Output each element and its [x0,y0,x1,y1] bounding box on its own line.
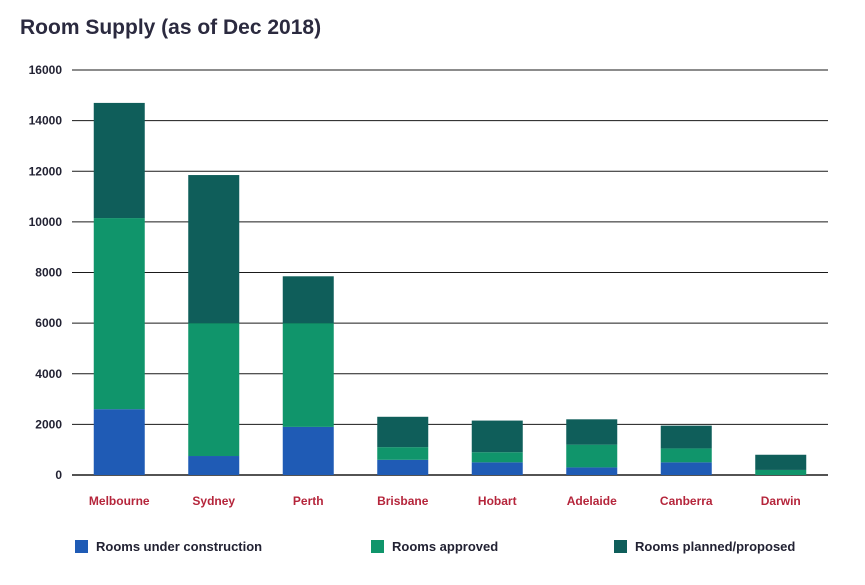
bar-segment [660,425,712,449]
legend-swatch [75,540,88,553]
bar-segment [566,444,618,468]
bar-segment [755,469,807,475]
y-tick-label: 10000 [29,215,63,229]
y-tick-label: 14000 [29,114,63,128]
y-tick-label: 16000 [29,63,63,77]
bar-segment [566,467,618,475]
y-tick-label: 8000 [35,266,62,280]
legend-swatch [614,540,627,553]
bar-segment [566,419,618,445]
y-axis-ticks: 0 2000 4000 6000 8000 10000 12000 14000 16000 [29,63,63,482]
y-tick-label: 6000 [35,316,62,330]
x-category-label: Hobart [478,494,517,508]
x-category-label: Adelaide [567,494,617,508]
bar-segment [188,175,240,324]
legend: Rooms under construction Rooms approved Ro… [75,539,795,554]
legend-swatch [371,540,384,553]
x-axis-categories: Melbourne Sydney Perth Brisbane Hobart Adelai… [89,494,801,508]
bar-segment [93,102,145,219]
bar-segment [660,462,712,475]
x-category-label: Sydney [192,494,235,508]
bar-segment [282,426,334,475]
bar-segment [377,416,429,448]
x-category-label: Canberra [660,494,713,508]
bar-segment [188,323,240,457]
legend-label: Rooms under construction [96,539,262,554]
bar-segment [282,276,334,324]
bar-segment [755,454,807,470]
y-tick-label: 2000 [35,417,62,431]
x-category-label: Perth [293,494,324,508]
x-category-label: Brisbane [377,494,429,508]
bar-segment [282,323,334,427]
bar-segment [471,462,523,475]
y-tick-label: 12000 [29,164,63,178]
bar-segment [471,420,523,453]
bars [93,102,807,475]
x-category-label: Melbourne [89,494,150,508]
bar-segment [660,448,712,463]
bar-segment [377,459,429,475]
legend-label: Rooms approved [392,539,498,554]
chart-title: Room Supply (as of Dec 2018) [20,16,322,39]
bar-segment [93,218,145,410]
bar-segment [188,456,240,475]
gridlines [72,69,828,476]
legend-label: Rooms planned/proposed [635,539,795,554]
x-category-label: Darwin [761,494,801,508]
y-tick-label: 0 [55,468,62,482]
bar-segment [471,452,523,463]
bar-segment [93,409,145,475]
bar-segment [377,447,429,460]
y-tick-label: 4000 [35,367,62,381]
